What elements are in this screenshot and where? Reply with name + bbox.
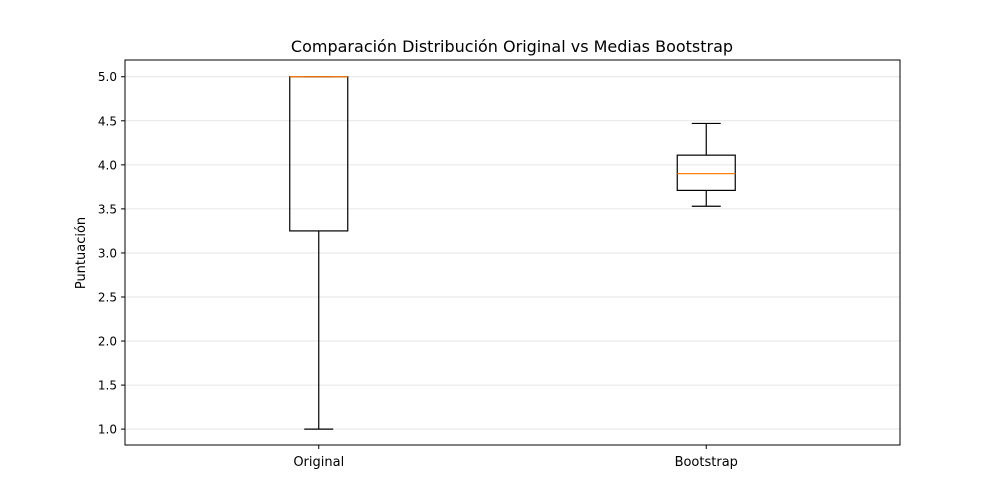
y-tick-label: 1.0: [98, 423, 117, 437]
box-layer: [289, 76, 736, 430]
tick-layer: 1.0 1.5 2.0 2.5 3.0 3.5 4.0 4.5 5.0 Original Boots…: [98, 70, 738, 470]
y-tick-label: 3.0: [98, 246, 117, 260]
box-iqr: [289, 76, 349, 232]
y-tick-label: 4.0: [98, 158, 117, 172]
y-tick-label: 3.5: [98, 202, 117, 216]
chart-title: Comparación Distribución Original vs Med…: [291, 37, 733, 56]
y-tick-label: 2.5: [98, 290, 117, 304]
x-tick-label: Bootstrap: [675, 455, 738, 470]
box-iqr: [676, 154, 736, 191]
x-tick-label: Original: [293, 455, 344, 470]
y-tick-label: 5.0: [98, 70, 117, 84]
y-tick-label: 2.0: [98, 335, 117, 349]
y-tick-label: 1.5: [98, 379, 117, 393]
grid-layer: [125, 76, 900, 430]
y-tick-label: 4.5: [98, 114, 117, 128]
y-axis-label: Puntuación: [74, 217, 89, 289]
